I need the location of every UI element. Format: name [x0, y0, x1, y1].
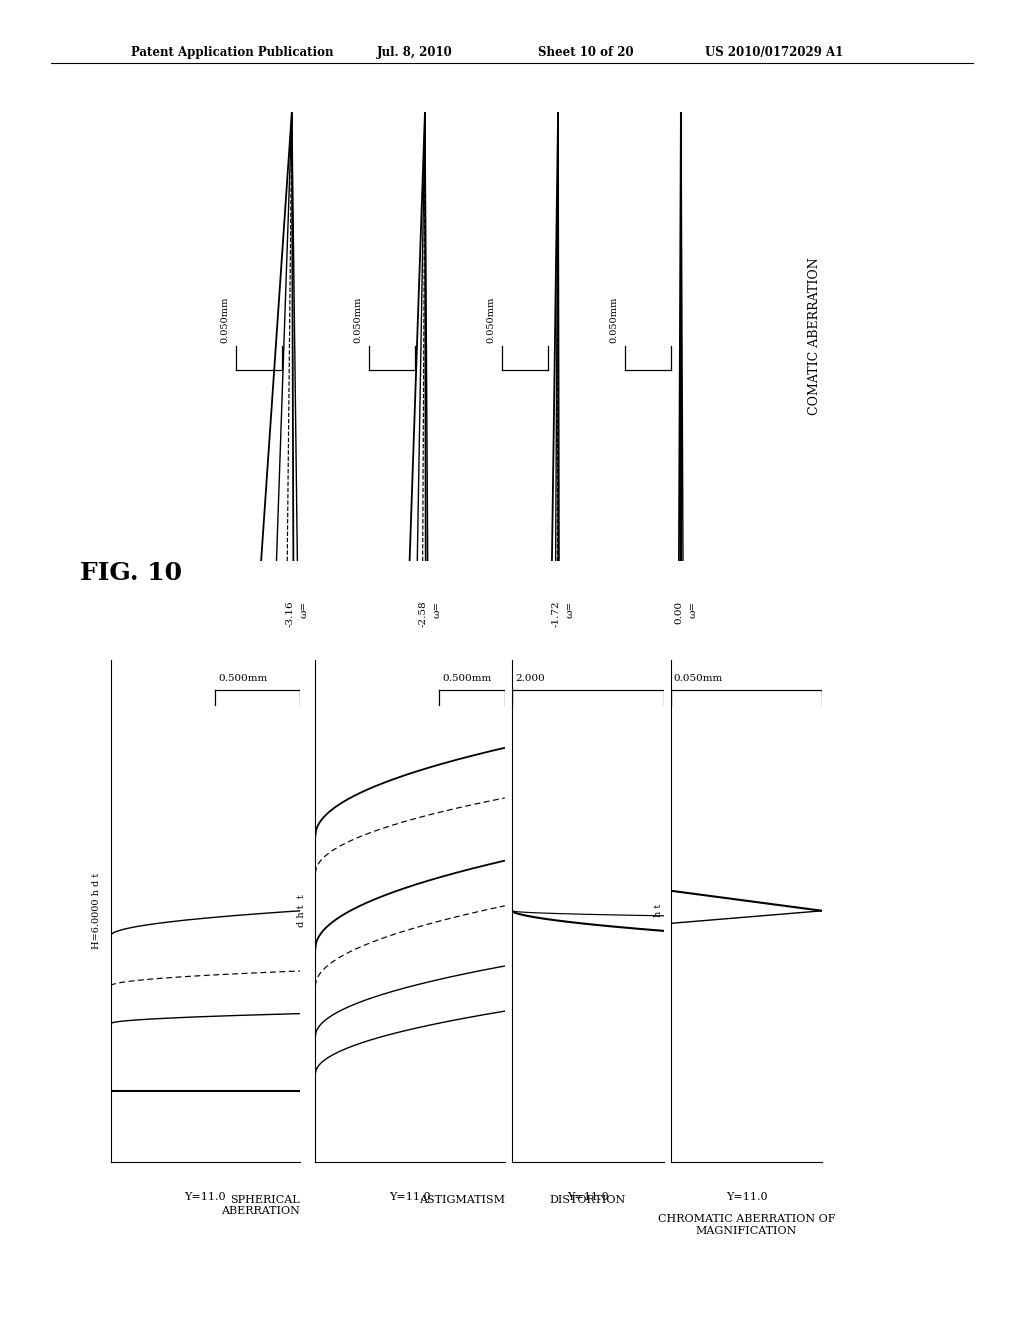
Text: Y=11.0: Y=11.0	[567, 1192, 608, 1201]
Text: ω=: ω=	[300, 601, 308, 618]
Text: COMATIC ABERRATION: COMATIC ABERRATION	[808, 257, 820, 416]
Text: 0.050mm: 0.050mm	[674, 673, 723, 682]
Text: -3.16: -3.16	[286, 601, 294, 627]
Text: 0.500mm: 0.500mm	[218, 673, 268, 682]
Text: FIG. 10: FIG. 10	[80, 561, 182, 585]
Text: ω=: ω=	[433, 601, 441, 618]
Text: Patent Application Publication: Patent Application Publication	[131, 46, 334, 59]
Text: ASTIGMATISM: ASTIGMATISM	[419, 1195, 505, 1205]
Text: SPHERICAL
ABERRATION: SPHERICAL ABERRATION	[221, 1195, 300, 1216]
Text: 0.050mm: 0.050mm	[220, 297, 229, 343]
Text: 0.050mm: 0.050mm	[353, 297, 362, 343]
Text: d h t  t: d h t t	[297, 895, 306, 927]
Text: ω=: ω=	[689, 601, 697, 618]
Text: Jul. 8, 2010: Jul. 8, 2010	[377, 46, 453, 59]
Text: ω=: ω=	[566, 601, 574, 618]
Text: -2.58: -2.58	[419, 601, 427, 627]
Text: 0.050mm: 0.050mm	[609, 297, 618, 343]
Text: Y=11.0: Y=11.0	[389, 1192, 431, 1201]
Text: DISTORTION: DISTORTION	[550, 1195, 626, 1205]
Text: 0.050mm: 0.050mm	[486, 297, 496, 343]
Text: -1.72: -1.72	[552, 601, 560, 627]
Text: US 2010/0172029 A1: US 2010/0172029 A1	[705, 46, 843, 59]
Text: CHROMATIC ABERRATION OF
MAGNIFICATION: CHROMATIC ABERRATION OF MAGNIFICATION	[657, 1214, 836, 1236]
Text: 0.00: 0.00	[675, 601, 683, 624]
Text: H=6.0000 h d t: H=6.0000 h d t	[92, 873, 101, 949]
Text: Y=11.0: Y=11.0	[726, 1192, 767, 1201]
Text: h t: h t	[654, 904, 664, 917]
Text: Y=11.0: Y=11.0	[184, 1192, 226, 1201]
Text: Sheet 10 of 20: Sheet 10 of 20	[538, 46, 633, 59]
Text: 2.000: 2.000	[515, 673, 545, 682]
Text: 0.500mm: 0.500mm	[442, 673, 492, 682]
